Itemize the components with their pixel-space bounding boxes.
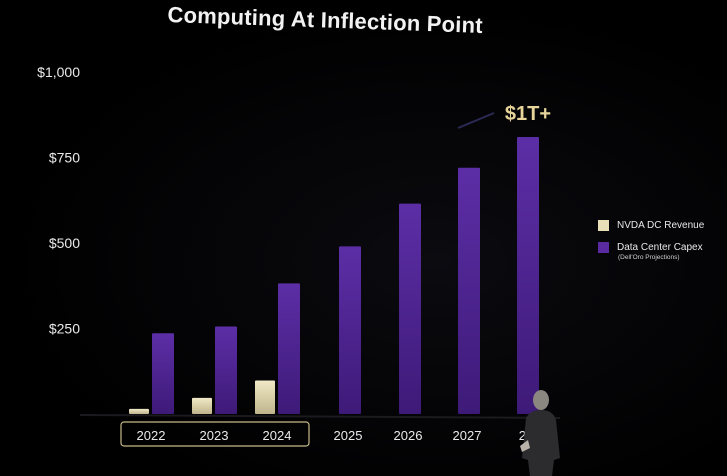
x-tick-label: 2027	[453, 428, 482, 443]
bar-revenue-2023	[192, 397, 212, 414]
x-tick-label: 2023	[200, 428, 229, 443]
annotation-label: $1T+	[505, 103, 551, 125]
y-tick-label: $250	[49, 321, 80, 337]
legend-label-revenue: NVDA DC Revenue	[617, 219, 705, 231]
bar-capex-2025	[339, 246, 361, 414]
legend-label-capex: Data Center Capex	[617, 241, 703, 253]
presenter-silhouette	[520, 390, 560, 476]
legend-swatch-revenue	[598, 219, 609, 231]
y-tick-label: $500	[49, 235, 80, 251]
x-tick-label: 2024	[263, 428, 292, 443]
bar-capex-2028	[517, 136, 539, 415]
annotation-line	[457, 112, 495, 129]
x-tick-label: 2022	[137, 428, 166, 443]
x-tick-label: 2025	[334, 428, 363, 443]
bar-capex-2022	[152, 333, 174, 414]
bar-capex-2026	[399, 203, 421, 414]
y-tick-label: $1,000	[37, 64, 80, 80]
legend-item-revenue: NVDA DC Revenue	[598, 218, 704, 232]
legend-note: (Dell'Oro Projections)	[618, 254, 680, 261]
highlight-box	[120, 421, 310, 447]
legend: NVDA DC Revenue Data Center Capex (Dell'…	[598, 218, 704, 261]
bar-capex-2027	[458, 167, 480, 414]
bar-revenue-2022	[129, 408, 149, 414]
legend-swatch-capex	[598, 241, 609, 253]
x-tick-label: 2026	[394, 428, 423, 443]
bar-capex-2024	[278, 283, 300, 414]
baseline	[79, 414, 561, 419]
bar-capex-2023	[215, 326, 237, 414]
bar-revenue-2024	[255, 380, 275, 414]
legend-item-capex: Data Center Capex	[598, 240, 704, 254]
y-tick-label: $750	[49, 150, 80, 166]
